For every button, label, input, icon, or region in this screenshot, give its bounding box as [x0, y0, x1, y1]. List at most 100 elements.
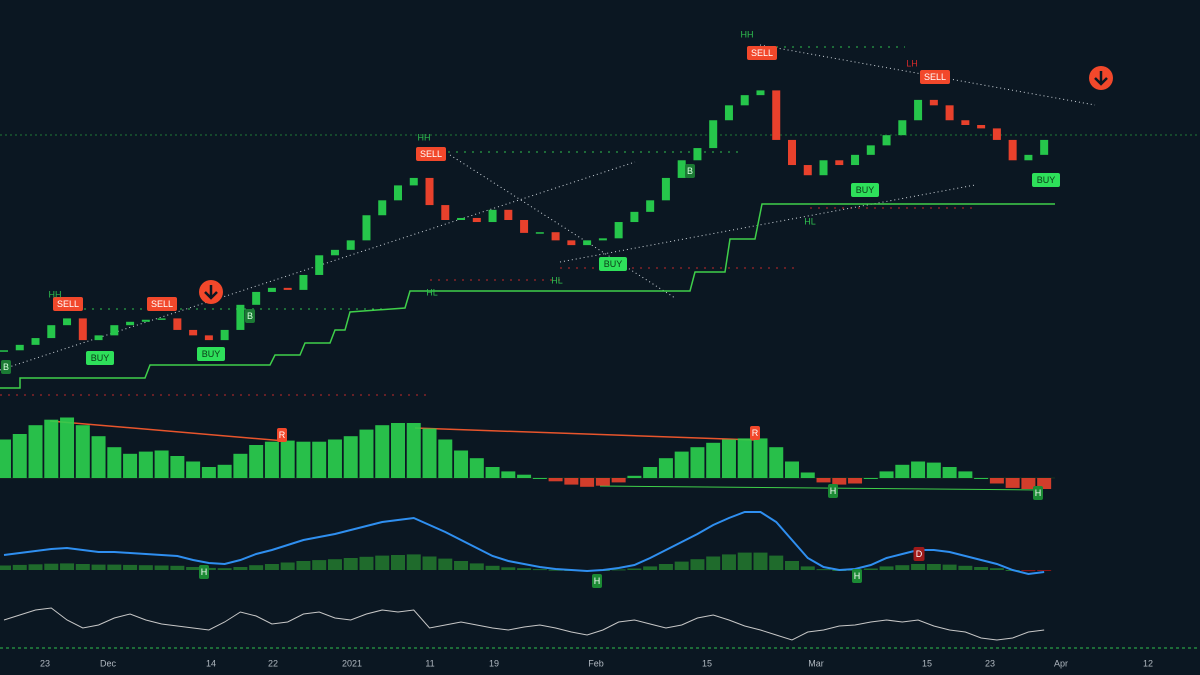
- signal-h: H: [828, 484, 838, 498]
- candle: [0, 350, 8, 352]
- signal-text: H: [854, 571, 861, 581]
- signal-b: B: [685, 164, 695, 178]
- macd-bar: [785, 561, 799, 570]
- osc-bar: [958, 471, 973, 478]
- candle: [977, 125, 986, 129]
- signal-sell: SELL: [920, 70, 950, 84]
- osc-bar: [391, 423, 405, 478]
- osc-bar: [989, 478, 1004, 484]
- macd-bar: [548, 569, 563, 571]
- signal-box: [852, 569, 862, 583]
- osc-bar: [879, 471, 894, 478]
- candle: [945, 105, 954, 121]
- macd-bar: [138, 565, 153, 570]
- macd-bar: [0, 565, 11, 570]
- osc-trend: [599, 485, 1041, 491]
- signal-text: SELL: [57, 299, 79, 309]
- macd-bar: [107, 564, 122, 570]
- candle: [63, 318, 72, 326]
- candle: [740, 95, 749, 106]
- candle: [898, 120, 907, 136]
- trendline: [0, 161, 636, 371]
- signal-text: BUY: [1037, 175, 1056, 185]
- signal-text: H: [201, 567, 208, 577]
- x-tick-label: 23: [40, 658, 50, 668]
- macd-bar: [312, 560, 327, 570]
- candle: [677, 160, 686, 178]
- macd-bar: [454, 561, 469, 570]
- candle: [788, 139, 796, 166]
- signal-text: BUY: [856, 185, 875, 195]
- candle: [1024, 154, 1033, 161]
- signal-text: R: [752, 428, 759, 438]
- signal-buy: BUY: [851, 183, 879, 197]
- macd-bar: [706, 556, 721, 570]
- candle: [94, 335, 103, 341]
- x-tick-label: 23: [985, 658, 995, 668]
- candle: [78, 318, 87, 341]
- osc-bar: [233, 453, 248, 478]
- signal-box: [197, 347, 225, 361]
- osc-bar: [848, 478, 863, 484]
- osc-bar: [201, 467, 216, 478]
- osc-bar: [485, 467, 500, 478]
- signal-sell: SELL: [747, 46, 777, 60]
- macd-bar: [406, 554, 421, 570]
- osc-bar: [800, 472, 815, 478]
- candle: [693, 148, 702, 161]
- macd-bar: [517, 568, 532, 570]
- osc-bar: [580, 478, 595, 487]
- candle: [709, 120, 718, 149]
- signal-box: [920, 70, 950, 84]
- candle: [15, 344, 24, 351]
- signal-buy: BUY: [599, 257, 627, 271]
- osc-bar: [643, 467, 658, 478]
- candle: [851, 154, 860, 166]
- macd-bar: [532, 569, 547, 571]
- signal-sell: SELL: [53, 297, 83, 311]
- macd-bar: [895, 565, 910, 570]
- pivot-hh: HH: [741, 29, 754, 39]
- signal-box: [747, 46, 777, 60]
- macd-bar: [12, 564, 27, 570]
- macd-bar: [28, 564, 43, 570]
- candle: [535, 232, 544, 234]
- osc-bar: [123, 453, 138, 478]
- macd-bar: [217, 568, 232, 570]
- osc-bar: [1037, 478, 1052, 489]
- osc-bar: [327, 439, 342, 478]
- osc-bar: [154, 450, 169, 478]
- macd-bar: [674, 561, 689, 570]
- signal-r: R: [750, 426, 760, 440]
- candle: [882, 135, 891, 146]
- signal-text: H: [594, 576, 601, 586]
- signal-box: [1032, 173, 1060, 187]
- signal-d: D: [913, 547, 925, 561]
- candle: [441, 205, 450, 220]
- candle: [1008, 139, 1017, 161]
- signal-b: B: [245, 309, 255, 323]
- candle: [31, 338, 40, 345]
- candle: [992, 128, 1001, 140]
- macd-bar: [611, 569, 626, 571]
- macd-bar: [1037, 570, 1052, 571]
- candle: [1040, 139, 1049, 155]
- x-tick-label: 12: [1143, 658, 1153, 668]
- signal-box: [913, 547, 925, 561]
- candle: [567, 240, 576, 246]
- candle: [504, 209, 513, 220]
- candle: [803, 165, 812, 176]
- signal-text: H: [830, 486, 837, 496]
- osc-bar: [895, 464, 910, 478]
- signal-text: B: [687, 166, 693, 176]
- signal-h: H: [592, 574, 602, 588]
- trendline: [759, 44, 1096, 106]
- candle: [488, 209, 497, 223]
- candle: [425, 177, 434, 206]
- signal-text: B: [3, 362, 9, 372]
- macd-bar: [469, 563, 484, 570]
- candle: [110, 325, 119, 336]
- arrow: [204, 285, 218, 300]
- candle: [598, 238, 607, 241]
- signal-b: B: [1, 360, 11, 374]
